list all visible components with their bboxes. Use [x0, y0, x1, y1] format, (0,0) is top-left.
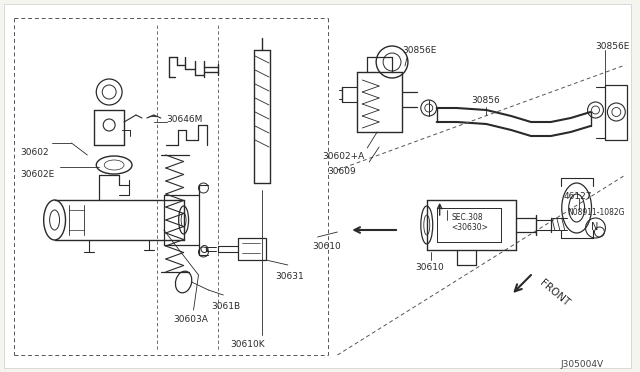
Text: 30603A: 30603A [173, 315, 209, 324]
Text: 30602: 30602 [20, 148, 49, 157]
Text: 30610K: 30610K [230, 340, 265, 349]
Bar [605, 85, 627, 140]
Text: 30602E: 30602E [20, 170, 54, 179]
Text: 30856E: 30856E [595, 42, 630, 51]
Text: 30610: 30610 [415, 263, 444, 272]
Text: <30630>: <30630> [452, 223, 488, 232]
Text: 30609: 30609 [328, 167, 356, 176]
Text: SEC.308: SEC.308 [452, 213, 483, 222]
Text: 46127: 46127 [564, 192, 592, 201]
Text: 30631: 30631 [275, 272, 303, 281]
Text: 3061B: 3061B [211, 302, 241, 311]
Text: J305004V: J305004V [561, 360, 604, 369]
Text: 30856: 30856 [472, 96, 500, 105]
Text: N08911-1082G: N08911-1082G [568, 208, 625, 217]
Text: 30646M: 30646M [167, 115, 203, 124]
Text: FRONT: FRONT [538, 278, 572, 308]
Text: 30856E: 30856E [402, 46, 436, 55]
Text: 30610: 30610 [312, 242, 341, 251]
Text: N: N [591, 222, 598, 232]
Text: 30602+A: 30602+A [323, 152, 365, 161]
Bar [238, 238, 266, 260]
